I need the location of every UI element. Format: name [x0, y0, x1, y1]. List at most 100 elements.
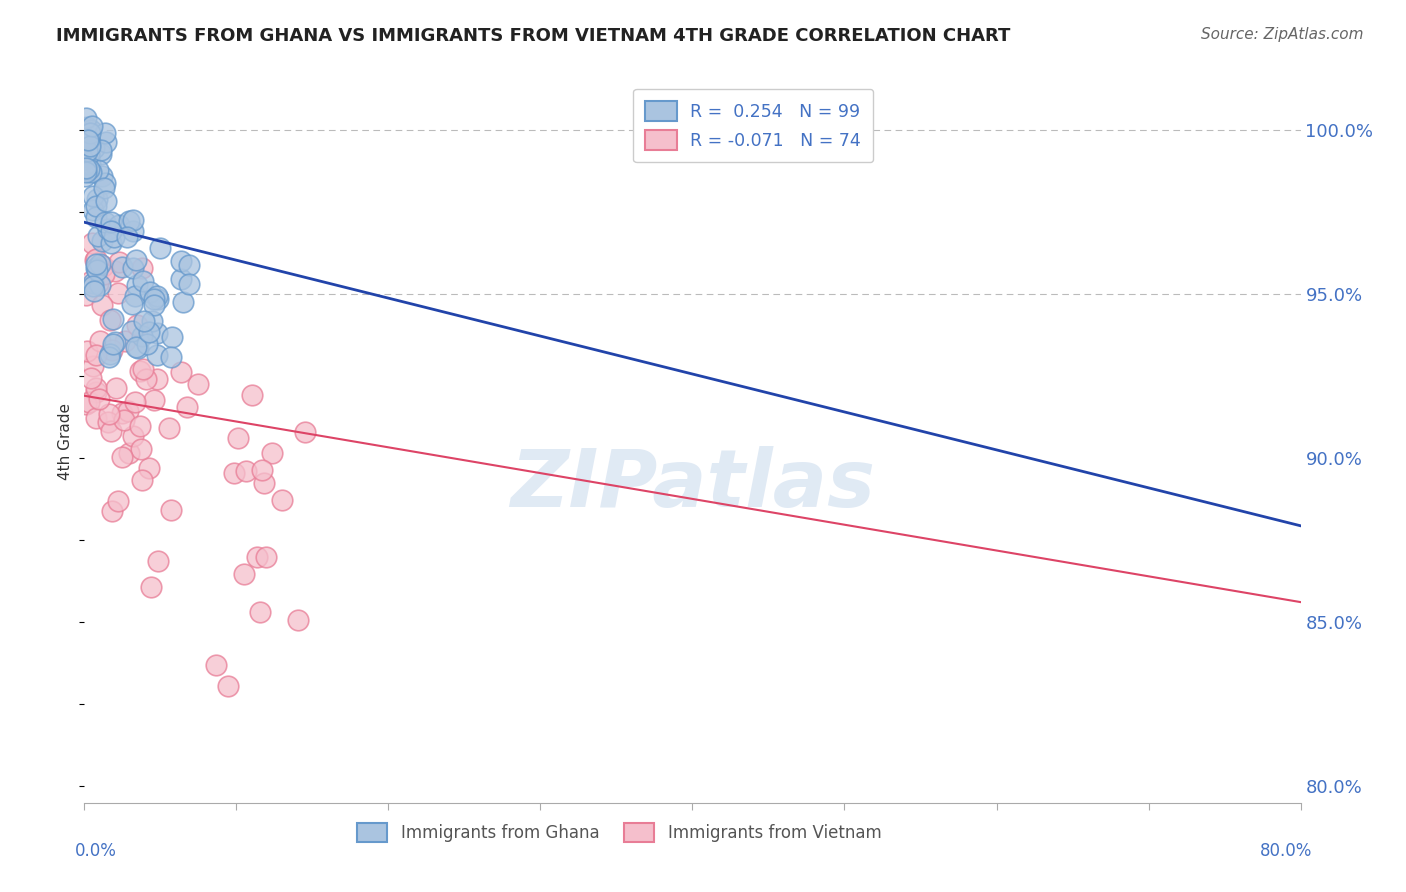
Point: [138, 326, 160, 340]
Point: [76, 133, 98, 147]
Point: [94, 214, 117, 228]
Point: [146, 292, 169, 306]
Point: [82, 276, 104, 290]
Point: [79, 157, 101, 171]
Point: [228, 431, 250, 445]
Point: [90, 169, 112, 183]
Point: [93, 176, 115, 190]
Point: [204, 658, 226, 673]
Point: [101, 504, 124, 518]
Point: [93, 259, 115, 273]
Point: [253, 475, 276, 490]
Point: [86, 199, 108, 213]
Point: [294, 425, 316, 439]
Point: [80, 120, 103, 134]
Point: [108, 218, 131, 232]
Point: [77, 136, 100, 151]
Point: [142, 293, 165, 307]
Point: [79, 138, 101, 153]
Point: [121, 260, 143, 275]
Point: [118, 446, 141, 460]
Point: [79, 126, 101, 140]
Point: [100, 224, 122, 238]
Point: [87, 392, 110, 406]
Text: IMMIGRANTS FROM GHANA VS IMMIGRANTS FROM VIETNAM 4TH GRADE CORRELATION CHART: IMMIGRANTS FROM GHANA VS IMMIGRANTS FROM…: [56, 27, 1011, 45]
Point: [127, 341, 149, 355]
Y-axis label: 4th Grade: 4th Grade: [58, 403, 73, 480]
Point: [84, 260, 107, 275]
Point: [271, 492, 294, 507]
Point: [83, 285, 105, 299]
Point: [91, 235, 114, 249]
Point: [101, 337, 124, 351]
Text: Source: ZipAtlas.com: Source: ZipAtlas.com: [1201, 27, 1364, 42]
Point: [84, 348, 107, 362]
Point: [86, 385, 108, 400]
Point: [87, 163, 110, 178]
Point: [80, 274, 103, 288]
Point: [124, 289, 146, 303]
Point: [75, 148, 97, 162]
Point: [121, 429, 143, 443]
Point: [117, 230, 139, 244]
Point: [118, 214, 141, 228]
Point: [222, 466, 245, 480]
Point: [287, 613, 309, 627]
Point: [80, 235, 103, 250]
Point: [187, 377, 209, 392]
Point: [176, 401, 198, 415]
Point: [149, 241, 172, 255]
Point: [129, 442, 152, 456]
Point: [172, 295, 194, 310]
Point: [89, 334, 111, 349]
Point: [125, 278, 148, 293]
Point: [127, 318, 149, 333]
Point: [77, 133, 100, 147]
Point: [82, 188, 104, 202]
Point: [121, 297, 143, 311]
Point: [98, 408, 121, 422]
Point: [235, 464, 257, 478]
Point: [124, 340, 146, 354]
Point: [75, 137, 97, 152]
Point: [104, 381, 127, 395]
Point: [87, 276, 110, 290]
Point: [76, 120, 98, 135]
Point: [84, 252, 107, 266]
Point: [111, 260, 134, 274]
Point: [139, 580, 162, 594]
Point: [121, 213, 143, 227]
Point: [170, 271, 193, 285]
Point: [84, 256, 107, 270]
Point: [104, 334, 127, 349]
Point: [83, 141, 105, 155]
Point: [233, 567, 256, 582]
Point: [76, 134, 98, 148]
Point: [89, 257, 111, 271]
Point: [89, 278, 111, 293]
Point: [97, 222, 120, 236]
Point: [145, 347, 167, 361]
Point: [75, 169, 97, 184]
Point: [246, 549, 269, 564]
Point: [122, 224, 145, 238]
Point: [148, 554, 170, 568]
Point: [94, 194, 117, 208]
Point: [132, 274, 155, 288]
Point: [93, 181, 115, 195]
Point: [75, 112, 97, 126]
Point: [111, 450, 134, 464]
Point: [111, 406, 134, 420]
Point: [75, 135, 97, 149]
Point: [250, 463, 273, 477]
Point: [94, 135, 117, 149]
Point: [160, 503, 183, 517]
Point: [177, 259, 200, 273]
Point: [80, 371, 103, 385]
Point: [75, 152, 97, 166]
Point: [98, 350, 121, 364]
Point: [87, 229, 110, 244]
Point: [124, 395, 146, 409]
Point: [131, 261, 153, 276]
Point: [83, 252, 105, 267]
